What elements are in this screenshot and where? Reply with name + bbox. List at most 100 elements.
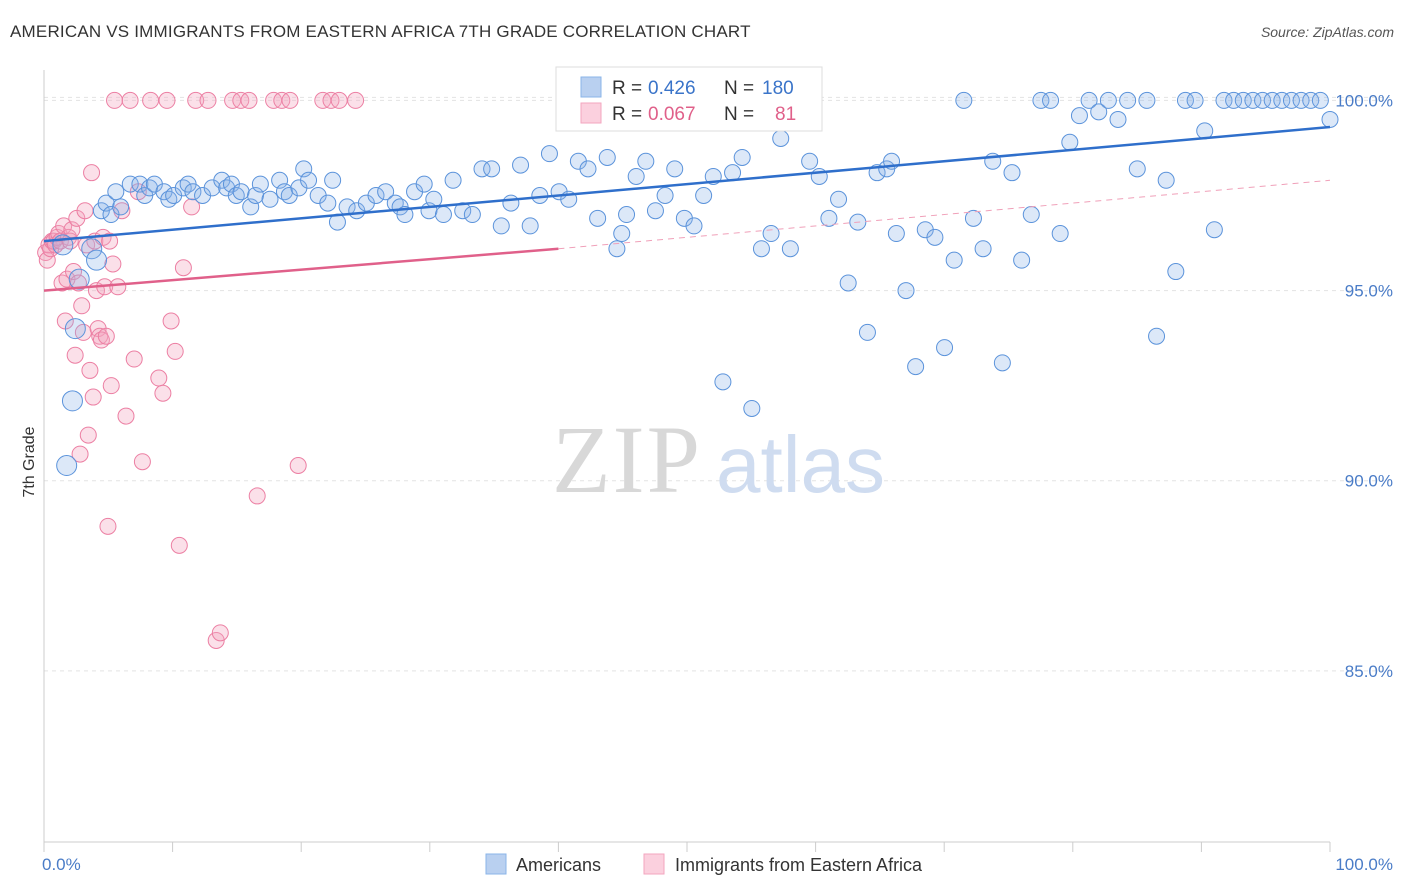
blue-point-93 xyxy=(781,240,799,258)
pink-point-59 xyxy=(187,91,205,109)
pink-point-1 xyxy=(38,251,56,269)
legend-label-immigrants: Immigrants from Eastern Africa xyxy=(675,855,923,875)
blue-point-33 xyxy=(261,190,279,208)
blue-point-3 xyxy=(64,318,86,340)
blue-point-2 xyxy=(61,390,83,412)
pink-point-45 xyxy=(117,407,135,425)
blue-point-84 xyxy=(695,186,713,204)
pink-point-73 xyxy=(330,91,348,109)
x-tick-labels: 0.0% 100.0% xyxy=(42,855,1393,874)
blue-point-141 xyxy=(1234,91,1252,109)
pink-point-39 xyxy=(101,232,119,250)
blue-point-92 xyxy=(772,129,790,147)
blue-point-118 xyxy=(1013,251,1031,269)
blue-point-67 xyxy=(540,145,558,163)
pink-trend-extension xyxy=(558,179,1331,250)
blue-point-148 xyxy=(1302,91,1320,109)
trend-lines xyxy=(43,125,1331,292)
blue-point-131 xyxy=(1138,91,1156,109)
pink-point-42 xyxy=(106,91,124,109)
blue-point-150 xyxy=(1321,110,1339,128)
pink-point-18 xyxy=(66,346,84,364)
y-tick-label-1: 90.0% xyxy=(1345,472,1393,491)
stats-swatch-pink xyxy=(580,102,602,124)
blue-point-62 xyxy=(492,217,510,235)
blue-point-30 xyxy=(242,198,260,216)
blue-point-130 xyxy=(1128,160,1146,178)
blue-point-1 xyxy=(56,455,78,477)
stats-n-label-pink: N = xyxy=(724,104,754,125)
blue-point-61 xyxy=(483,160,501,178)
pink-point-70 xyxy=(289,457,307,475)
pink-point-61 xyxy=(207,631,225,649)
blue-point-63 xyxy=(502,194,520,212)
blue-point-139 xyxy=(1215,91,1233,109)
x-tick-label-0: 0.0% xyxy=(42,855,81,874)
stats-r-label-pink: R = xyxy=(612,104,642,125)
blue-point-126 xyxy=(1090,103,1108,121)
pink-point-51 xyxy=(150,369,168,387)
blue-point-119 xyxy=(1022,206,1040,224)
pink-point-60 xyxy=(199,91,217,109)
pink-point-65 xyxy=(240,91,258,109)
pink-point-52 xyxy=(154,384,172,402)
blue-point-65 xyxy=(521,217,539,235)
blue-point-56 xyxy=(434,206,452,224)
blue-point-125 xyxy=(1080,91,1098,109)
blue-point-47 xyxy=(367,186,385,204)
watermark-zip: ZIP xyxy=(552,406,702,513)
stats-n-value-pink: 81 xyxy=(775,104,796,125)
blue-point-58 xyxy=(454,202,472,220)
blue-point-53 xyxy=(415,175,433,193)
pink-point-43 xyxy=(109,278,127,296)
blue-point-146 xyxy=(1282,91,1300,109)
blue-point-77 xyxy=(627,167,645,185)
blue-point-134 xyxy=(1167,263,1185,281)
blue-point-132 xyxy=(1148,327,1166,345)
blue-point-13 xyxy=(131,175,149,193)
blue-point-29 xyxy=(232,183,250,201)
blue-point-129 xyxy=(1119,91,1137,109)
blue-point-87 xyxy=(724,164,742,182)
blue-point-71 xyxy=(579,160,597,178)
blue-point-32 xyxy=(251,175,269,193)
blue-point-86 xyxy=(714,373,732,391)
pink-point-58 xyxy=(183,198,201,216)
stats-r-value-pink: 0.067 xyxy=(648,104,696,125)
blue-point-5 xyxy=(81,238,103,260)
pink-point-21 xyxy=(71,445,89,463)
blue-point-31 xyxy=(247,186,265,204)
blue-point-122 xyxy=(1051,225,1069,243)
blue-point-99 xyxy=(839,274,857,292)
pink-point-53 xyxy=(158,91,176,109)
pink-point-50 xyxy=(142,91,160,109)
blue-point-123 xyxy=(1061,133,1079,151)
pink-point-37 xyxy=(97,327,115,345)
pink-point-11 xyxy=(55,217,73,235)
blue-point-97 xyxy=(820,209,838,227)
blue-trend-line xyxy=(43,125,1331,243)
legend-label-americans: Americans xyxy=(516,855,601,875)
pink-point-69 xyxy=(281,91,299,109)
pink-point-29 xyxy=(84,388,102,406)
source-label: Source: ZipAtlas.com xyxy=(1260,24,1394,40)
pink-point-66 xyxy=(248,487,266,505)
blue-point-95 xyxy=(801,152,819,170)
legend-swatch-immigrants xyxy=(643,853,665,875)
blue-point-107 xyxy=(907,358,925,376)
pink-point-22 xyxy=(73,297,91,315)
blue-point-101 xyxy=(858,323,876,341)
y-tick-labels: 85.0% 90.0% 95.0% 100.0% xyxy=(1335,91,1393,680)
blue-point-90 xyxy=(752,240,770,258)
blue-point-59 xyxy=(463,206,481,224)
blue-point-140 xyxy=(1225,91,1243,109)
bottom-legend: Americans Immigrants from Eastern Africa xyxy=(485,853,923,875)
blue-point-34 xyxy=(271,171,289,189)
blue-point-127 xyxy=(1099,91,1117,109)
blue-point-57 xyxy=(444,171,462,189)
pink-point-62 xyxy=(211,624,229,642)
blue-series-points xyxy=(52,91,1339,477)
blue-point-22 xyxy=(184,183,202,201)
pink-point-24 xyxy=(76,202,94,220)
